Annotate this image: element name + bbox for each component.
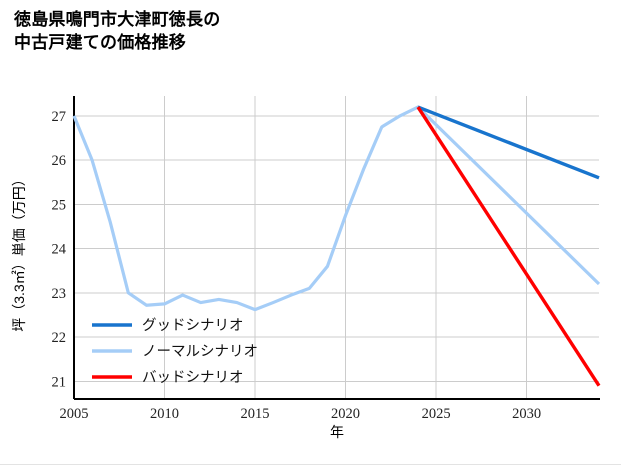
series-paths [72,105,601,387]
x-axis-title: 年 [330,424,344,440]
y-tick-label: 22 [52,330,67,346]
series-line-good [417,105,600,180]
series-line-bad [416,106,601,387]
legend-label: ノーマルシナリオ [142,344,258,360]
x-tick-label: 2010 [150,406,179,422]
y-tick-labels: 21 22 23 24 25 26 27 [52,109,67,390]
y-axis-title: 坪（3.3㎡）単価（万円） [11,172,27,331]
x-tick-labels: 2005 2010 2015 2020 2025 2030 [60,406,542,422]
y-tick-label: 25 [52,197,67,213]
x-tick-label: 2025 [422,406,451,422]
chart-title: 徳島県鳴門市大津町徳長の 中古戸建ての価格推移 [14,10,221,53]
x-tick-label: 2015 [241,406,270,422]
legend-label: バッドシナリオ [142,370,244,386]
x-tick-label: 2030 [512,406,541,422]
y-tick-label: 23 [52,286,67,302]
series-line-normal [72,105,601,312]
y-tick-label: 27 [52,109,67,125]
y-tick-label: 26 [52,153,67,169]
y-tick-label: 24 [52,242,67,258]
x-tick-label: 2005 [60,406,89,422]
gridlines [74,96,599,399]
legend-label: グッドシナリオ [142,317,244,334]
x-tick-label: 2020 [331,406,360,422]
y-tick-label: 21 [52,374,67,390]
